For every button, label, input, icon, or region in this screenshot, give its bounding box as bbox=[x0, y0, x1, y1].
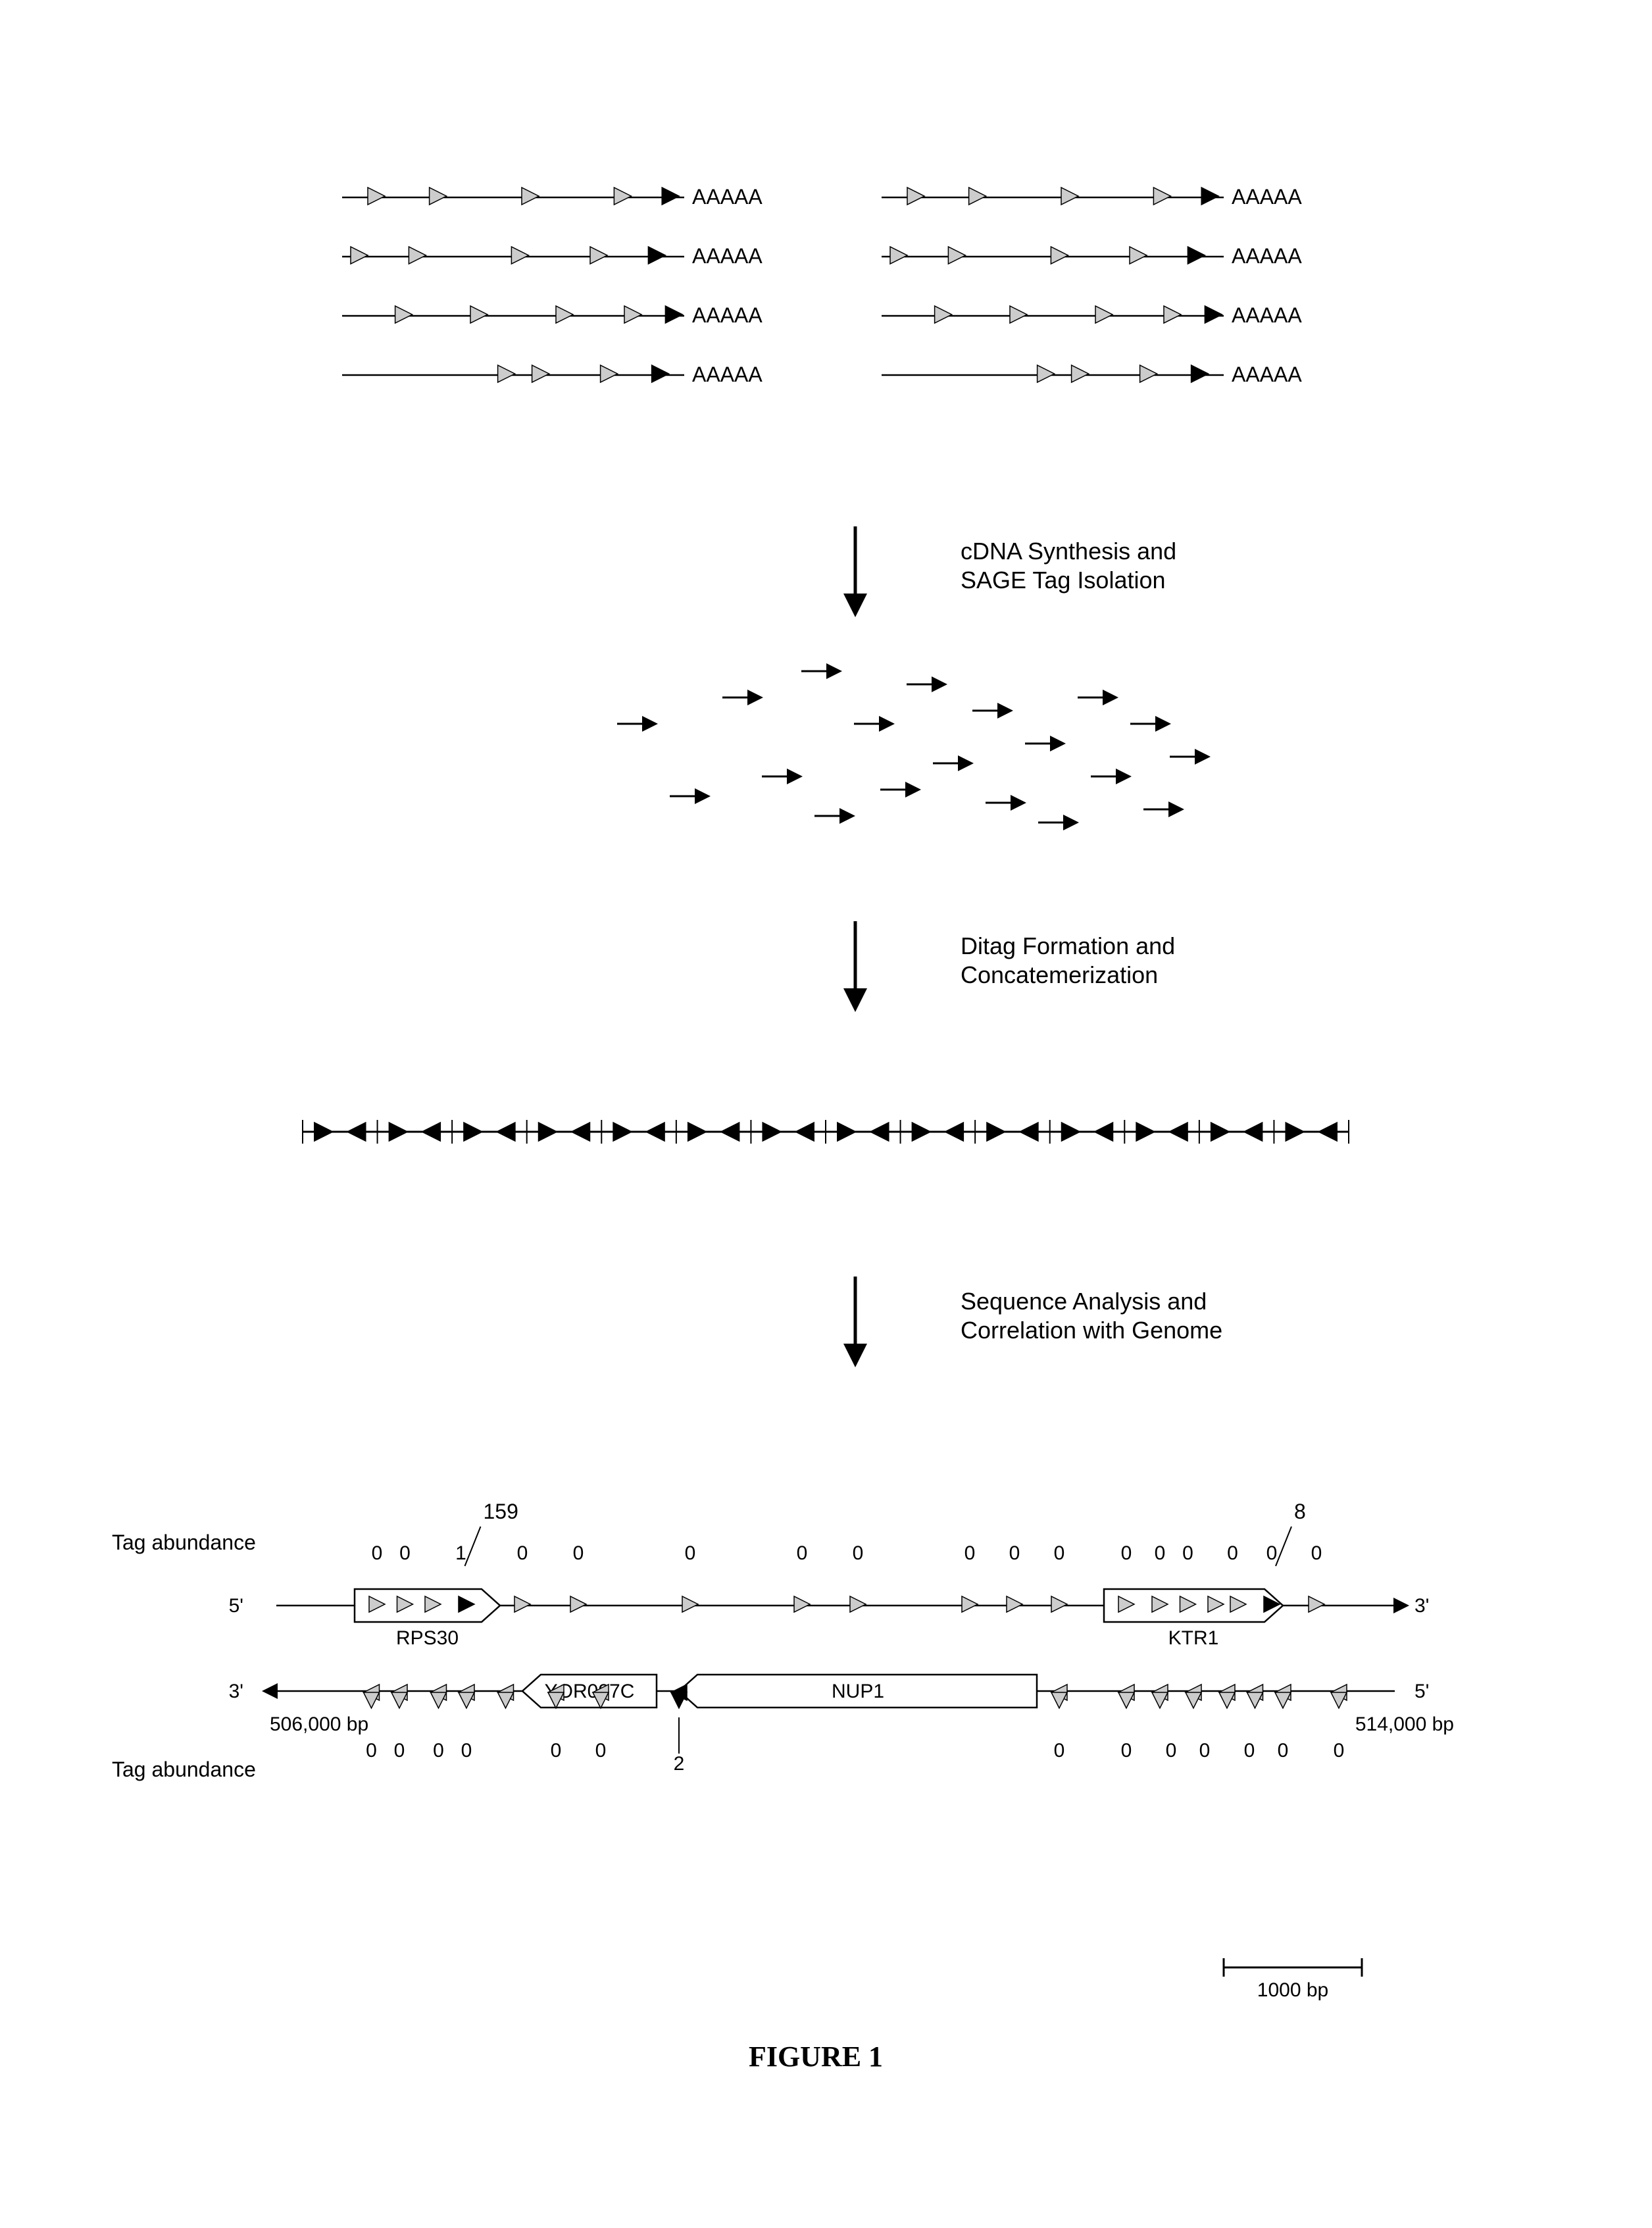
svg-text:0: 0 bbox=[853, 1542, 864, 1564]
svg-text:AAAAA: AAAAA bbox=[1232, 363, 1302, 386]
svg-text:Tag abundance: Tag abundance bbox=[112, 1758, 256, 1781]
svg-text:0: 0 bbox=[1166, 1740, 1177, 1761]
svg-text:RPS30: RPS30 bbox=[396, 1627, 459, 1649]
svg-text:SAGE Tag Isolation: SAGE Tag Isolation bbox=[961, 567, 1166, 594]
svg-text:0: 0 bbox=[1155, 1542, 1166, 1564]
svg-text:AAAAA: AAAAA bbox=[692, 303, 763, 327]
svg-text:0: 0 bbox=[399, 1542, 411, 1564]
svg-text:AAAAA: AAAAA bbox=[1232, 244, 1302, 268]
figure-container: AAAAA AAAAA AAAAA AAAAA AAAAA AAAAA AAAAA AAAAA… bbox=[26, 26, 1626, 2099]
svg-text:0: 0 bbox=[1244, 1740, 1255, 1761]
svg-text:0: 0 bbox=[573, 1542, 584, 1564]
svg-text:cDNA Synthesis and: cDNA Synthesis and bbox=[961, 538, 1176, 565]
svg-text:2: 2 bbox=[674, 1753, 685, 1775]
svg-text:NUP1: NUP1 bbox=[832, 1681, 884, 1702]
svg-text:0: 0 bbox=[366, 1740, 377, 1761]
svg-text:Correlation with Genome: Correlation with Genome bbox=[961, 1317, 1222, 1344]
svg-text:AAAAA: AAAAA bbox=[692, 185, 763, 209]
svg-text:5': 5' bbox=[229, 1595, 243, 1617]
svg-text:0: 0 bbox=[433, 1740, 444, 1761]
svg-text:0: 0 bbox=[1311, 1542, 1322, 1564]
svg-text:0: 0 bbox=[1266, 1542, 1278, 1564]
svg-text:159: 159 bbox=[484, 1500, 518, 1523]
svg-text:Concatemerization: Concatemerization bbox=[961, 961, 1158, 988]
svg-text:0: 0 bbox=[1009, 1542, 1020, 1564]
svg-text:Sequence Analysis and: Sequence Analysis and bbox=[961, 1288, 1207, 1315]
svg-text:514,000 bp: 514,000 bp bbox=[1355, 1713, 1454, 1735]
svg-text:8: 8 bbox=[1294, 1500, 1306, 1523]
svg-text:0: 0 bbox=[551, 1740, 562, 1761]
svg-text:0: 0 bbox=[1334, 1740, 1345, 1761]
svg-text:1: 1 bbox=[455, 1542, 466, 1564]
svg-text:0: 0 bbox=[1054, 1740, 1065, 1761]
svg-text:0: 0 bbox=[517, 1542, 528, 1564]
svg-text:0: 0 bbox=[595, 1740, 607, 1761]
svg-text:0: 0 bbox=[964, 1542, 976, 1564]
svg-text:0: 0 bbox=[797, 1542, 808, 1564]
svg-text:AAAAA: AAAAA bbox=[1232, 185, 1302, 209]
svg-text:3': 3' bbox=[229, 1681, 243, 1702]
svg-text:0: 0 bbox=[1121, 1740, 1132, 1761]
svg-text:Ditag Formation and: Ditag Formation and bbox=[961, 932, 1175, 959]
svg-text:0: 0 bbox=[685, 1542, 696, 1564]
svg-text:AAAAA: AAAAA bbox=[692, 244, 763, 268]
svg-text:3': 3' bbox=[1414, 1595, 1429, 1617]
svg-text:KTR1: KTR1 bbox=[1168, 1627, 1219, 1649]
svg-text:0: 0 bbox=[1227, 1542, 1238, 1564]
svg-text:506,000 bp: 506,000 bp bbox=[270, 1713, 368, 1735]
svg-text:0: 0 bbox=[1199, 1740, 1211, 1761]
svg-text:FIGURE 1: FIGURE 1 bbox=[749, 2040, 883, 2073]
svg-text:0: 0 bbox=[461, 1740, 472, 1761]
svg-text:Tag abundance: Tag abundance bbox=[112, 1531, 256, 1554]
svg-text:0: 0 bbox=[1054, 1542, 1065, 1564]
svg-text:0: 0 bbox=[1182, 1542, 1193, 1564]
svg-text:0: 0 bbox=[394, 1740, 405, 1761]
svg-text:0: 0 bbox=[372, 1542, 383, 1564]
svg-text:AAAAA: AAAAA bbox=[1232, 303, 1302, 327]
svg-text:AAAAA: AAAAA bbox=[692, 363, 763, 386]
figure-svg: AAAAA AAAAA AAAAA AAAAA AAAAA AAAAA AAAAA AAAAA… bbox=[26, 26, 1605, 2099]
svg-text:1000 bp: 1000 bp bbox=[1257, 1979, 1328, 2001]
svg-text:5': 5' bbox=[1414, 1681, 1429, 1702]
svg-text:0: 0 bbox=[1278, 1740, 1289, 1761]
svg-text:0: 0 bbox=[1121, 1542, 1132, 1564]
